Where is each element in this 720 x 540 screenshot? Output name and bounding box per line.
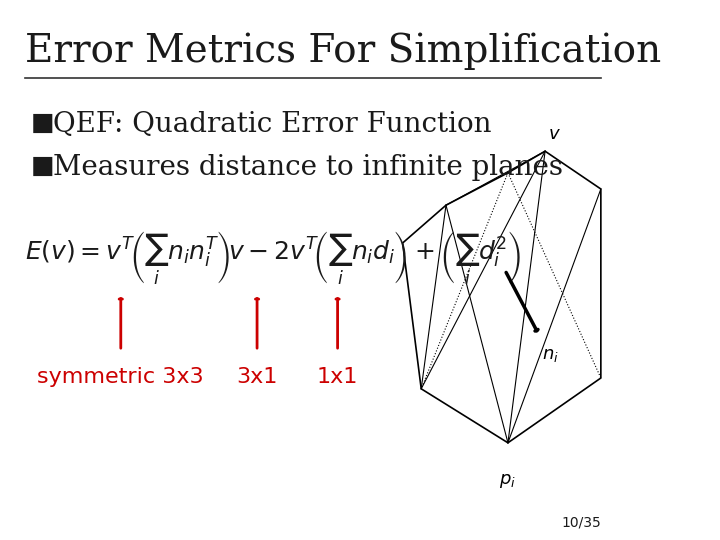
Text: $p_i$: $p_i$ [500, 472, 516, 490]
Text: 3x1: 3x1 [236, 367, 278, 387]
Text: ■: ■ [31, 111, 55, 134]
Text: 10/35: 10/35 [561, 515, 601, 529]
Text: 1x1: 1x1 [317, 367, 359, 387]
Text: ■: ■ [31, 154, 55, 178]
Text: Error Metrics For Simplification: Error Metrics For Simplification [24, 32, 661, 70]
Text: symmetric 3x3: symmetric 3x3 [37, 367, 204, 387]
Text: QEF: Quadratic Error Function: QEF: Quadratic Error Function [53, 111, 491, 138]
Text: $E(v) = v^T\!\left(\sum_i n_i n_i^T\right)\!v - 2v^T\!\left(\sum_i n_i d_i\right: $E(v) = v^T\!\left(\sum_i n_i n_i^T\righ… [24, 230, 521, 287]
Text: $n_i$: $n_i$ [542, 346, 559, 363]
Text: Measures distance to infinite planes: Measures distance to infinite planes [53, 154, 562, 181]
Text: $v$: $v$ [548, 125, 561, 143]
